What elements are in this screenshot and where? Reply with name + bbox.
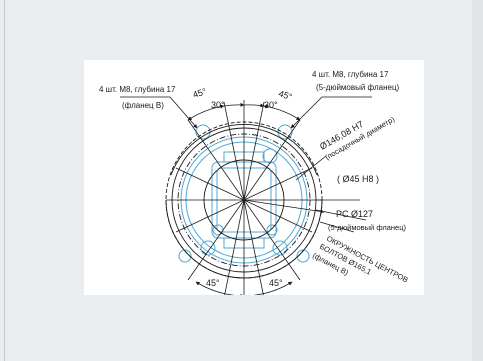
label-bolt-m8-b: 4 шт. М8, глубина 17 xyxy=(99,85,176,94)
label-angle-45-tr: 45° xyxy=(277,88,293,102)
bolt-hole-outer-left xyxy=(178,249,192,263)
bolt-hole-bottom-left xyxy=(200,240,216,256)
label-angle-30-r: 30° xyxy=(264,100,278,110)
boss-circle-br xyxy=(266,224,278,236)
label-pcd-5in: PC Ø127 xyxy=(336,209,373,219)
label-angle-30-l: 30° xyxy=(211,100,225,110)
label-flange-5in: (5-дюймовый фланец) xyxy=(316,83,400,92)
technical-drawing: 4 шт. М8, глубина 17 (фланец B) 4 шт. М8… xyxy=(84,60,424,299)
radial-lines xyxy=(166,100,325,299)
label-bolt-m8-5in: 4 шт. М8, глубина 17 xyxy=(312,70,389,79)
label-angle-45-br: 45° xyxy=(269,278,283,288)
label-angle-45-bl: 45° xyxy=(206,278,220,288)
bolt-hole-top-left xyxy=(195,124,211,140)
label-bore-dia: ( Ø45 H8 ) xyxy=(337,174,379,184)
bolt-hole-bottom-right xyxy=(272,240,288,256)
scrollbar[interactable] xyxy=(472,0,483,361)
labels: 4 шт. М8, глубина 17 (фланец B) 4 шт. М8… xyxy=(99,70,410,288)
angle-dimensions xyxy=(120,96,372,298)
label-pcd-5in-note: (5-дюймовый фланец) xyxy=(328,223,406,232)
label-angle-45-tl: 45° xyxy=(192,86,208,100)
bolt-hole-outer-right xyxy=(296,249,310,263)
flange-drawing-svg: 4 шт. М8, глубина 17 (фланец B) 4 шт. М8… xyxy=(99,70,410,299)
label-flange-b: (фланец B) xyxy=(122,101,164,110)
